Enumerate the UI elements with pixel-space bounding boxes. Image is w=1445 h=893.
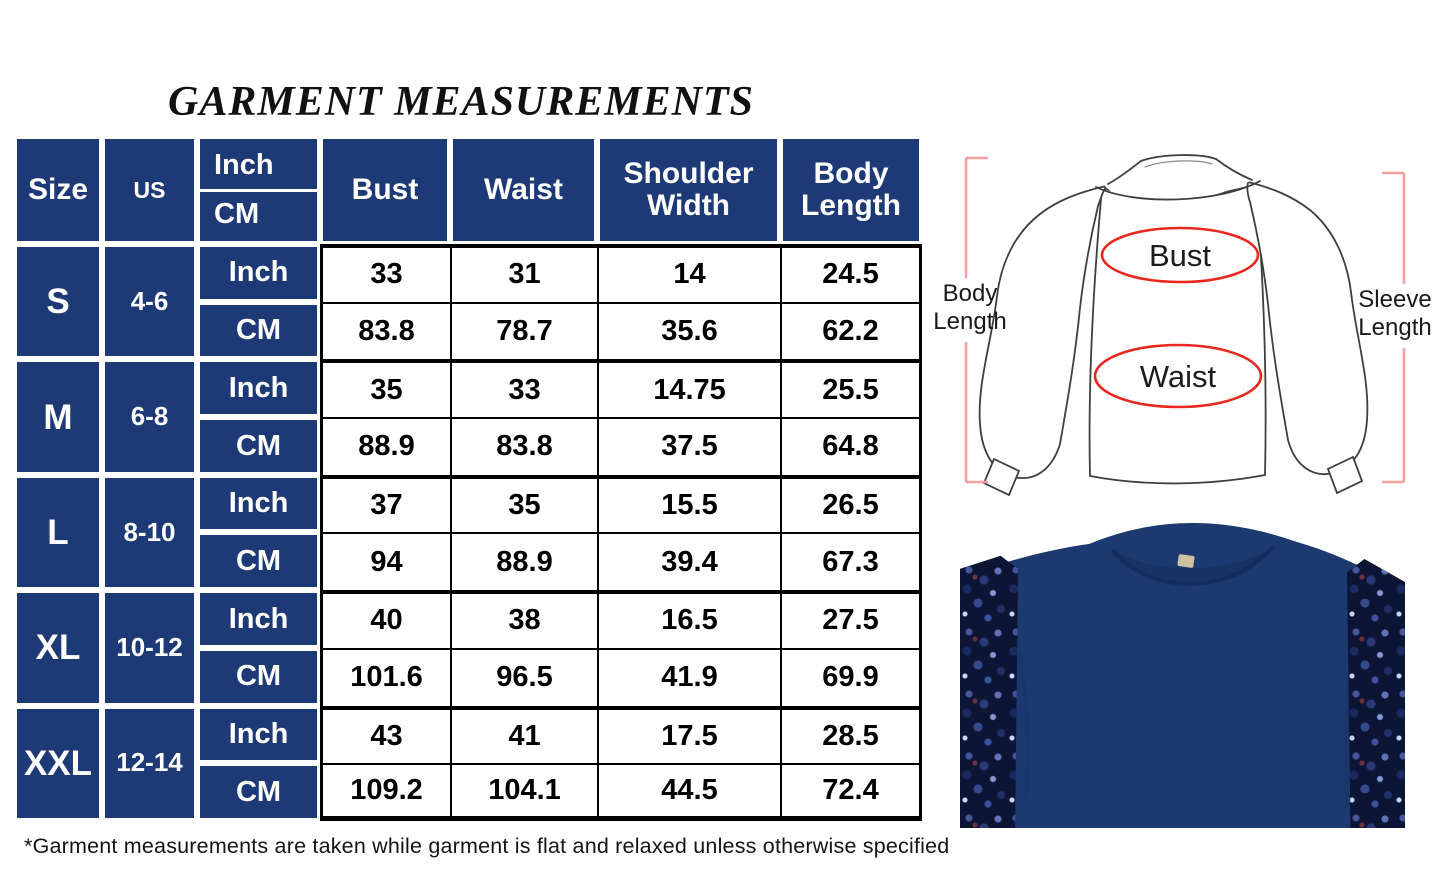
header-unit: Inch CM (200, 139, 317, 241)
size-chart-table: Size US Inch CM Bust Waist Shoulder Widt… (14, 136, 922, 821)
bust-ellipse (1100, 226, 1260, 284)
header-body-length: Body Length (783, 139, 919, 241)
us-cell: 6-8 (105, 362, 194, 472)
left-cuff (982, 457, 1021, 497)
value-cell: 101.6 (320, 647, 450, 706)
size-cell: XXL (17, 708, 99, 818)
us-cell: 4-6 (105, 247, 194, 357)
header-size: Size (17, 139, 99, 241)
value-cell: 41 (450, 705, 597, 764)
bust-label: Bust (1149, 238, 1211, 273)
value-cell: 35.6 (597, 301, 780, 360)
value-cell: 104.1 (450, 763, 597, 821)
unit-cm-cell: CM (200, 535, 317, 588)
waist-label: Waist (1140, 359, 1217, 394)
value-cell: 39.4 (597, 532, 780, 591)
sequin-sleeve-right (1347, 559, 1405, 828)
header-unit-cm: CM (214, 197, 260, 230)
unit-cm-cell: CM (200, 650, 317, 703)
value-cell: 14 (597, 244, 780, 302)
size-cell: M (17, 362, 99, 472)
navy-top-image (976, 522, 1391, 828)
garment-measurement-diagram: Bust Waist Body Length Sleeve Length (920, 128, 1445, 502)
unit-inch-cell: Inch (200, 362, 317, 415)
us-cell: 8-10 (105, 477, 194, 588)
value-cell: 64.8 (780, 417, 922, 475)
value-cell: 96.5 (450, 647, 597, 706)
value-cell: 14.75 (597, 359, 780, 418)
value-cell: 35 (320, 359, 450, 418)
value-cell: 26.5 (780, 474, 922, 533)
care-tag (1177, 554, 1195, 568)
value-cell: 27.5 (780, 590, 922, 648)
us-cell: 12-14 (105, 708, 194, 818)
value-cell: 16.5 (597, 590, 780, 648)
sequin-sleeve-left (960, 555, 1018, 828)
value-cell: 83.8 (450, 417, 597, 475)
value-cell: 33 (450, 359, 597, 418)
right-cuff (1326, 455, 1364, 495)
value-cell: 15.5 (597, 474, 780, 533)
header-shoulder-width: Shoulder Width (600, 139, 777, 241)
unit-cm-cell: CM (200, 304, 317, 357)
value-cell: 25.5 (780, 359, 922, 418)
value-cell: 62.2 (780, 301, 922, 360)
sleeve-length-label: Sleeve Length (1358, 286, 1432, 341)
value-cell: 44.5 (597, 763, 780, 821)
value-cell: 28.5 (780, 705, 922, 764)
value-cell: 109.2 (320, 763, 450, 821)
value-cell: 88.9 (320, 417, 450, 475)
size-cell: XL (17, 593, 99, 703)
unit-inch-cell: Inch (200, 708, 317, 761)
value-cell: 40 (320, 590, 450, 648)
header-us: US (105, 139, 194, 241)
value-cell: 33 (320, 244, 450, 302)
unit-cm-cell: CM (200, 766, 317, 818)
value-cell: 37.5 (597, 417, 780, 475)
value-cell: 88.9 (450, 532, 597, 591)
value-cell: 24.5 (780, 244, 922, 302)
header-unit-divider (200, 188, 317, 192)
value-cell: 31 (450, 244, 597, 302)
waist-ellipse (1093, 343, 1263, 409)
product-photo (960, 500, 1405, 828)
size-cell: L (17, 477, 99, 588)
value-cell: 78.7 (450, 301, 597, 360)
footnote: *Garment measurements are taken while ga… (24, 834, 950, 858)
unit-cm-cell: CM (200, 420, 317, 472)
header-bust: Bust (323, 139, 447, 241)
value-cell: 83.8 (320, 301, 450, 360)
header-unit-inch: Inch (214, 149, 274, 182)
value-cell: 17.5 (597, 705, 780, 764)
header-waist: Waist (453, 139, 594, 241)
unit-inch-cell: Inch (200, 593, 317, 645)
value-cell: 38 (450, 590, 597, 648)
us-cell: 10-12 (105, 593, 194, 703)
body-length-bracket (964, 156, 988, 484)
value-cell: 35 (450, 474, 597, 533)
page-title: GARMENT MEASUREMENTS (168, 79, 754, 125)
value-cell: 43 (320, 705, 450, 764)
value-cell: 37 (320, 474, 450, 533)
unit-inch-cell: Inch (200, 247, 317, 299)
value-cell: 69.9 (780, 647, 922, 706)
sleeve-length-bracket (1382, 171, 1406, 484)
size-cell: S (17, 247, 99, 357)
garment-sketch: Bust Waist (964, 154, 1406, 497)
value-cell: 72.4 (780, 763, 922, 821)
value-cell: 41.9 (597, 647, 780, 706)
value-cell: 94 (320, 532, 450, 591)
value-cell: 67.3 (780, 532, 922, 591)
unit-inch-cell: Inch (200, 477, 317, 530)
body-length-label: Body Length (933, 280, 1007, 335)
